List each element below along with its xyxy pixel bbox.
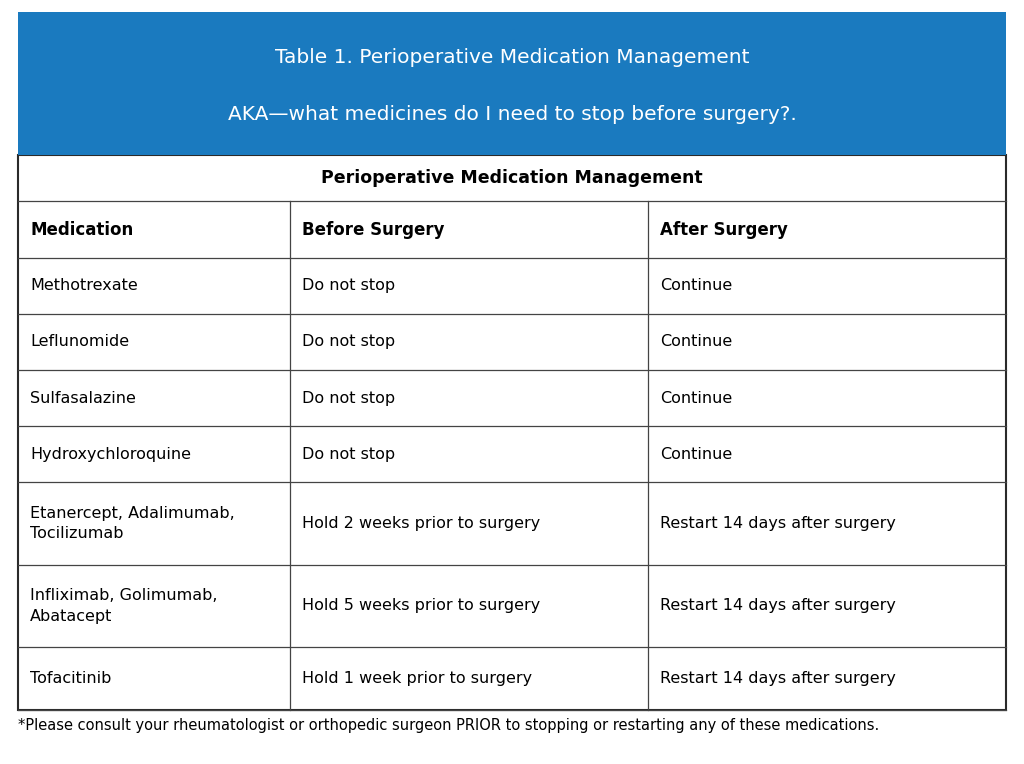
- Text: Continue: Continue: [659, 390, 732, 406]
- Text: Sulfasalazine: Sulfasalazine: [30, 390, 136, 406]
- Text: Restart 14 days after surgery: Restart 14 days after surgery: [659, 598, 896, 613]
- Text: Before Surgery: Before Surgery: [302, 221, 444, 238]
- Text: Hold 5 weeks prior to surgery: Hold 5 weeks prior to surgery: [302, 598, 540, 613]
- Text: Do not stop: Do not stop: [302, 278, 395, 293]
- Text: Do not stop: Do not stop: [302, 447, 395, 461]
- Text: Table 1. Perioperative Medication Management: Table 1. Perioperative Medication Manage…: [274, 48, 750, 67]
- Text: AKA—what medicines do I need to stop before surgery?.: AKA—what medicines do I need to stop bef…: [227, 105, 797, 125]
- Text: Continue: Continue: [659, 335, 732, 349]
- Text: Methotrexate: Methotrexate: [30, 278, 138, 293]
- Bar: [18, 12, 1006, 155]
- Text: Hold 1 week prior to surgery: Hold 1 week prior to surgery: [302, 671, 531, 686]
- Text: Perioperative Medication Management: Perioperative Medication Management: [322, 170, 702, 187]
- Text: Tofacitinib: Tofacitinib: [30, 671, 112, 686]
- Text: Continue: Continue: [659, 278, 732, 293]
- Text: Etanercept, Adalimumab,
Tocilizumab: Etanercept, Adalimumab, Tocilizumab: [30, 506, 234, 541]
- Text: Continue: Continue: [659, 447, 732, 461]
- Text: Do not stop: Do not stop: [302, 390, 395, 406]
- Text: Medication: Medication: [30, 221, 133, 238]
- Text: *Please consult your rheumatologist or orthopedic surgeon PRIOR to stopping or r: *Please consult your rheumatologist or o…: [18, 718, 880, 733]
- Text: Restart 14 days after surgery: Restart 14 days after surgery: [659, 516, 896, 531]
- Bar: [18, 155, 1006, 710]
- Text: Restart 14 days after surgery: Restart 14 days after surgery: [659, 671, 896, 686]
- Text: Hydroxychloroquine: Hydroxychloroquine: [30, 447, 191, 461]
- Text: After Surgery: After Surgery: [659, 221, 787, 238]
- Text: Infliximab, Golimumab,
Abatacept: Infliximab, Golimumab, Abatacept: [30, 588, 217, 623]
- Text: Leflunomide: Leflunomide: [30, 335, 129, 349]
- Text: Do not stop: Do not stop: [302, 335, 395, 349]
- Text: Hold 2 weeks prior to surgery: Hold 2 weeks prior to surgery: [302, 516, 540, 531]
